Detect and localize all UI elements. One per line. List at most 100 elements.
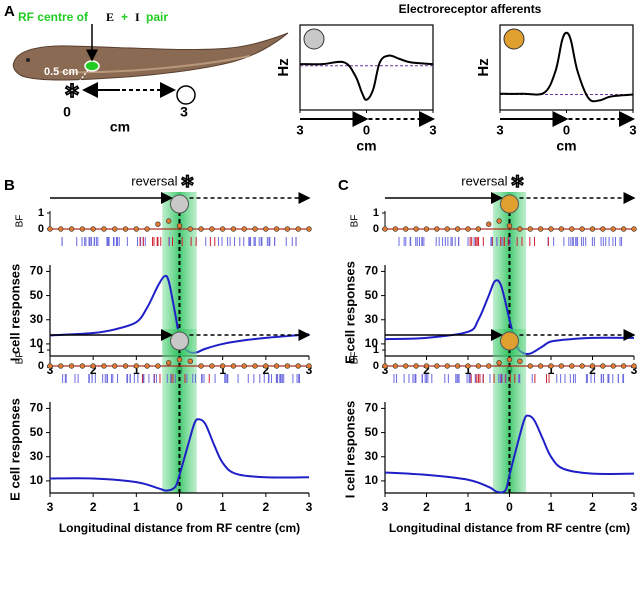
bf-point — [241, 363, 247, 369]
x-tick-label: 1 — [219, 363, 226, 377]
bf-point — [230, 363, 237, 369]
bf-tick-label: 0 — [373, 223, 379, 235]
bf-point — [47, 226, 53, 232]
x-tick-label: 2 — [423, 363, 430, 377]
y-tick-label: 10 — [30, 473, 44, 487]
bf-point — [241, 226, 247, 232]
bf-point — [252, 363, 258, 369]
bf-point — [413, 226, 419, 232]
bf-point — [273, 226, 280, 232]
stimulus — [503, 28, 525, 50]
y-tick-label: 50 — [30, 425, 44, 439]
stimulus — [500, 194, 519, 214]
bf-tick-label: 1 — [373, 207, 379, 219]
stimulus — [170, 331, 189, 351]
panel-letter: A — [4, 3, 15, 20]
bf-point — [631, 363, 637, 369]
bf-point — [133, 226, 140, 232]
y-axis-label: E cell responses — [342, 261, 357, 364]
bf-point — [392, 363, 399, 369]
y-axis-label: Hz — [275, 58, 292, 76]
bf-point — [579, 363, 585, 369]
x-axis-label: Longitudinal distance from RF centre (cm… — [59, 521, 300, 535]
x-tick-label: 0 — [363, 122, 370, 137]
bf-point — [58, 226, 64, 232]
x-tick-label: 3 — [382, 363, 389, 377]
y-tick-label: 10 — [365, 336, 379, 350]
x-tick-label: 1 — [465, 363, 472, 377]
x-tick-label: 2 — [262, 500, 269, 514]
y-tick-label: 30 — [30, 449, 44, 463]
y-tick-label: 10 — [30, 336, 44, 350]
x-tick-label: 2 — [262, 363, 269, 377]
bf-point — [434, 226, 440, 232]
bf-point — [558, 226, 565, 232]
bf-point — [517, 226, 523, 232]
y-axis-label: I cell responses — [342, 401, 357, 499]
y-axis-label: Hz — [475, 58, 492, 76]
reversal-label: reversal — [461, 173, 507, 188]
bf-tick-label: 0 — [373, 360, 379, 372]
bf-point — [465, 363, 471, 369]
bf-point — [209, 226, 215, 232]
y-tick-label: 70 — [365, 401, 379, 415]
asterisk: ✲ — [511, 174, 524, 191]
bf-point — [423, 226, 430, 232]
bf-label: BF — [350, 215, 361, 228]
bf-label: BF — [15, 352, 26, 365]
fish-label: RF centre of — [18, 10, 89, 24]
x-tick-label: 1 — [133, 363, 140, 377]
x-tick-label: 1 — [548, 500, 555, 514]
panel-letter: C — [338, 177, 349, 194]
bf-point — [589, 226, 596, 232]
fish-label-plus: + — [121, 10, 128, 24]
x-axis-label: cm — [556, 138, 576, 154]
bf-tick-label: 0 — [38, 223, 44, 235]
bf-point — [403, 363, 409, 369]
bf-point — [600, 363, 606, 369]
bf-label: BF — [350, 352, 361, 365]
bf-tick-label: 1 — [38, 344, 44, 356]
bf-point — [144, 226, 150, 232]
reversal-label: reversal — [131, 173, 177, 188]
bf-point — [496, 218, 502, 224]
bf-point — [219, 363, 226, 369]
bf-point — [122, 226, 129, 232]
x-tick-label: 3 — [382, 500, 389, 514]
bf-point — [506, 223, 513, 229]
panel-letter: B — [4, 177, 15, 194]
bf-point — [548, 363, 554, 369]
y-tick-label: 70 — [30, 401, 44, 415]
y-tick-label: 30 — [30, 312, 44, 326]
response-curve — [49, 418, 310, 492]
bf-point — [306, 226, 312, 232]
bf-point — [548, 226, 554, 232]
x-tick-label: 2 — [90, 500, 97, 514]
x-tick-label: 3 — [47, 363, 54, 377]
x-tick-label: 3 — [306, 363, 313, 377]
y-tick-label: 10 — [365, 473, 379, 487]
bf-point — [306, 363, 312, 369]
y-tick-label: 50 — [30, 288, 44, 302]
bf-point — [284, 226, 291, 232]
bf-point — [101, 363, 107, 369]
bf-point — [413, 363, 419, 369]
bf-point — [506, 356, 513, 363]
bf-point — [187, 226, 193, 232]
bf-point — [252, 226, 258, 232]
x-tick-label: 3 — [429, 122, 436, 137]
axis-unit: cm — [110, 119, 130, 135]
stimulus — [170, 194, 189, 214]
x-tick-label: 1 — [133, 500, 140, 514]
stimulus — [303, 28, 325, 50]
bf-point — [166, 218, 172, 224]
fish: ✲ — [12, 24, 289, 105]
fish-label-i: I — [135, 10, 140, 24]
bf-point — [155, 221, 161, 227]
bf-point — [486, 221, 492, 227]
bf-point — [79, 363, 86, 369]
bf-point — [187, 358, 193, 364]
x-tick-label: 3 — [631, 363, 638, 377]
bf-point — [600, 226, 606, 232]
